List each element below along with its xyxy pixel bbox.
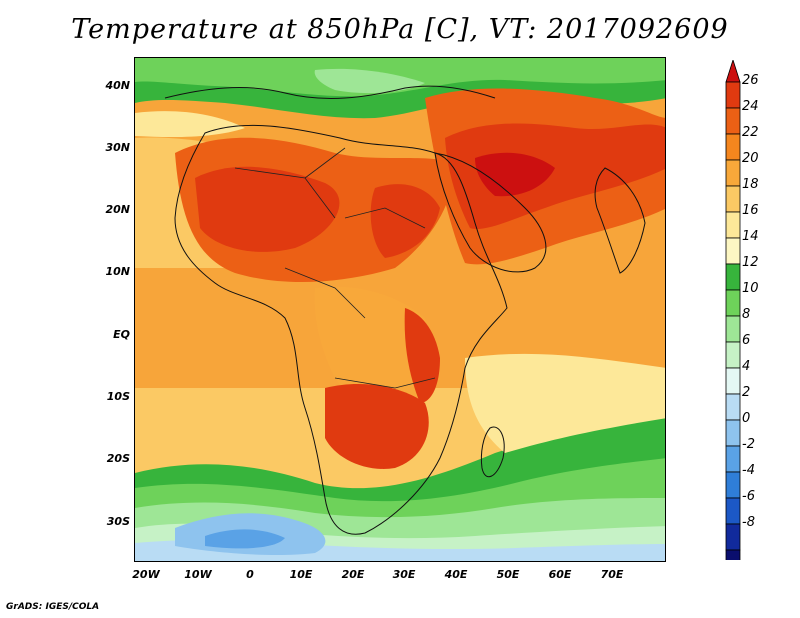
colorbar-label: 8: [742, 307, 751, 322]
lon-tick-50e: 50E: [496, 568, 520, 581]
colorbar-swatch: [725, 523, 741, 551]
madagascar-outline: [480, 426, 505, 478]
southern-africa-24: [325, 383, 429, 469]
colorbar-swatch: [725, 237, 741, 265]
lon-tick-70e: 70E: [600, 568, 624, 581]
indian-ocean-16: [465, 353, 665, 453]
map-canvas: [135, 58, 665, 561]
colorbar-swatch: [725, 549, 741, 560]
colorbar-label: 4: [742, 359, 751, 374]
colorbar-label: 14: [742, 229, 759, 244]
colorbar-label: 6: [742, 333, 751, 348]
colorbar-swatch: [725, 289, 741, 317]
cold-core-south-atlantic: [205, 529, 285, 549]
chart-title: Temperature at 850hPa [C], VT: 201709260…: [71, 14, 729, 45]
europe-coast: [164, 85, 496, 99]
lon-tick-20e: 20E: [341, 568, 365, 581]
arabia-24: [445, 123, 665, 229]
india-outline: [594, 167, 646, 274]
colorbar-swatch: [725, 107, 741, 135]
colorbar-label: 18: [742, 177, 759, 192]
colorbar-swatch: [725, 263, 741, 291]
colorbar-swatch: [725, 159, 741, 187]
north-band-10: [314, 68, 425, 94]
arabia-outline: [434, 152, 547, 273]
colorbar-label: 10: [742, 281, 759, 296]
colorbar-top-triangle: [725, 60, 741, 83]
colorbar-swatch: [725, 81, 741, 109]
lon-tick-60e: 60E: [548, 568, 572, 581]
lat-tick-30s: 30S: [106, 515, 130, 528]
colorbar-swatch: [725, 367, 741, 395]
colorbar-label: 2: [742, 385, 751, 400]
colorbar-label: -4: [742, 463, 755, 478]
colorbar-label: 0: [742, 411, 751, 426]
lat-tick-30n: 30N: [105, 141, 130, 154]
colorbar-swatch: [725, 341, 741, 369]
colorbar-label: 26: [742, 73, 759, 88]
lat-tick-10s: 10S: [106, 390, 130, 403]
lon-tick-40e: 40E: [444, 568, 468, 581]
colorbar: [725, 60, 741, 560]
colorbar-swatch: [725, 445, 741, 473]
colorbar-swatch: [725, 315, 741, 343]
lon-tick-10w: 10W: [184, 568, 212, 581]
lat-tick-10n: 10N: [105, 265, 130, 278]
lon-tick-30e: 30E: [392, 568, 416, 581]
lat-tick-40n: 40N: [105, 79, 130, 92]
colorbar-swatch: [725, 211, 741, 239]
lon-tick-20w: 20W: [132, 568, 160, 581]
country-borders: [234, 147, 436, 389]
colorbar-label: 22: [742, 125, 759, 140]
colorbar-label: 20: [742, 151, 759, 166]
lon-tick-10e: 10E: [289, 568, 313, 581]
west-sahara-24: [195, 166, 340, 252]
colorbar-label: -2: [742, 437, 755, 452]
credit-label: GrADS: IGES/COLA: [6, 602, 100, 612]
north-atlantic-16: [135, 111, 245, 138]
colorbar-label: 16: [742, 203, 759, 218]
colorbar-swatch: [725, 133, 741, 161]
colorbar-swatch: [725, 497, 741, 525]
lat-tick-20n: 20N: [105, 203, 130, 216]
arabia-26: [475, 152, 555, 197]
colorbar-label: -8: [742, 515, 755, 530]
lat-tick-20s: 20S: [106, 452, 130, 465]
colorbar-swatch: [725, 393, 741, 421]
lon-tick-0: 0: [246, 568, 254, 581]
colorbar-swatch: [725, 471, 741, 499]
colorbar-label: 24: [742, 99, 759, 114]
colorbar-swatch: [725, 419, 741, 447]
temperature-map: [134, 57, 666, 562]
colorbar-label: 12: [742, 255, 759, 270]
colorbar-swatch: [725, 185, 741, 213]
lat-tick-eq: EQ: [113, 328, 130, 341]
colorbar-label: -6: [742, 489, 755, 504]
chad-24: [370, 184, 440, 258]
